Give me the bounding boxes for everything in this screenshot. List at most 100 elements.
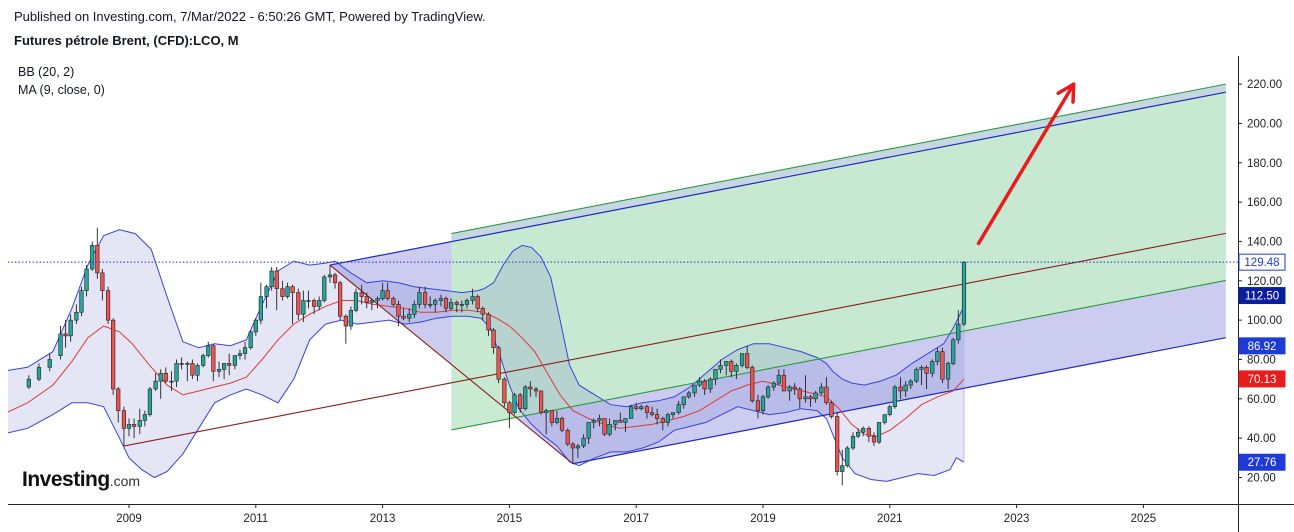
candle-body: [237, 353, 243, 356]
y-tick-label: 60.00: [1247, 394, 1276, 406]
candle: [174, 359, 179, 388]
candle-body: [322, 276, 327, 301]
candle-body: [396, 304, 401, 317]
candle-body: [486, 313, 491, 331]
arrow-head: [1056, 82, 1076, 104]
candle: [845, 446, 850, 468]
forecast-arrow: [976, 82, 1076, 246]
candle-body: [554, 418, 560, 423]
candle: [634, 402, 639, 411]
candle: [433, 298, 438, 313]
candle-body: [829, 402, 834, 417]
candle-body: [792, 386, 797, 390]
candle: [248, 329, 253, 350]
candle: [523, 385, 528, 411]
candle-body: [391, 298, 396, 305]
candle: [475, 294, 480, 313]
candle-body: [623, 418, 628, 423]
candle: [565, 428, 570, 447]
candle: [280, 280, 285, 301]
candle-body: [871, 435, 877, 443]
candle: [855, 428, 861, 439]
logo-main: Investing: [22, 468, 110, 491]
candle: [211, 343, 216, 382]
candle: [401, 308, 406, 321]
time-axis[interactable]: 2009 2011 2013 2015 2017 2019 2021 2023 2025: [116, 504, 1156, 525]
candle-body: [739, 353, 745, 366]
candle: [407, 308, 412, 323]
candle: [776, 369, 781, 386]
candle: [819, 383, 824, 395]
candle: [824, 377, 829, 405]
x-tick-label: 2009: [116, 513, 142, 525]
candle-body: [924, 367, 929, 374]
pitchfork-upper-line: [329, 91, 1226, 266]
candle: [892, 385, 897, 409]
candle-body: [454, 302, 459, 305]
candle-body: [428, 304, 433, 306]
candle: [655, 408, 660, 425]
candle-body: [581, 437, 586, 447]
indicator-bollinger-label[interactable]: BB (20, 2): [18, 65, 75, 79]
candle-body: [914, 369, 919, 382]
price-tag-label: 129.48: [1244, 257, 1279, 269]
candle: [665, 412, 670, 427]
candle-body: [634, 406, 639, 409]
candle: [956, 310, 961, 344]
candle-body: [63, 333, 68, 337]
candle: [264, 284, 269, 309]
candle: [771, 381, 776, 391]
candle: [459, 300, 464, 313]
price-axis[interactable]: 20.00 40.00 60.00 80.00 100.00 120.00 140.00 16…: [1238, 79, 1282, 485]
candle: [369, 298, 374, 311]
candle: [549, 410, 554, 427]
candle-body: [412, 304, 417, 315]
candle: [898, 377, 903, 399]
candle: [126, 418, 132, 437]
candle: [496, 345, 501, 384]
candle-body: [179, 363, 184, 365]
candle: [195, 363, 200, 382]
candle: [570, 442, 575, 464]
candle: [116, 387, 121, 423]
y-tick-label: 100.00: [1247, 315, 1282, 327]
candle: [644, 404, 650, 419]
candle: [935, 347, 940, 366]
pitchfork-fills: [330, 84, 1226, 464]
candle-body: [375, 298, 380, 301]
x-tick-label: 2025: [1131, 513, 1157, 525]
candle-body: [686, 392, 691, 398]
candle: [301, 290, 306, 323]
candle: [702, 379, 707, 395]
pitchfork-pivot-line: [329, 264, 574, 465]
candle: [380, 282, 385, 301]
candle-body: [750, 367, 755, 402]
candle-body: [422, 292, 428, 305]
candle: [765, 385, 771, 399]
candle-body: [660, 418, 665, 423]
candle-body: [227, 363, 232, 366]
y-tick-label: 220.00: [1247, 79, 1282, 91]
candle: [649, 406, 655, 417]
candle-body: [919, 367, 924, 370]
candle: [242, 341, 248, 360]
x-tick-label: 2019: [750, 513, 776, 525]
candle: [718, 359, 723, 374]
candle: [131, 418, 137, 439]
candle: [951, 337, 956, 366]
candle-body: [544, 410, 549, 413]
candle-body: [105, 290, 111, 321]
y-tick-label: 180.00: [1247, 158, 1282, 170]
candle: [158, 369, 163, 399]
indicator-ma-label[interactable]: MA (9, close, 0): [18, 83, 105, 97]
candle: [296, 288, 301, 321]
candle: [74, 304, 79, 325]
candle: [438, 294, 444, 307]
candle: [840, 449, 845, 486]
candle-body: [269, 270, 274, 288]
candle-body: [718, 365, 723, 370]
candle: [676, 400, 681, 415]
candle-body: [242, 347, 248, 354]
candle-body: [470, 296, 475, 301]
